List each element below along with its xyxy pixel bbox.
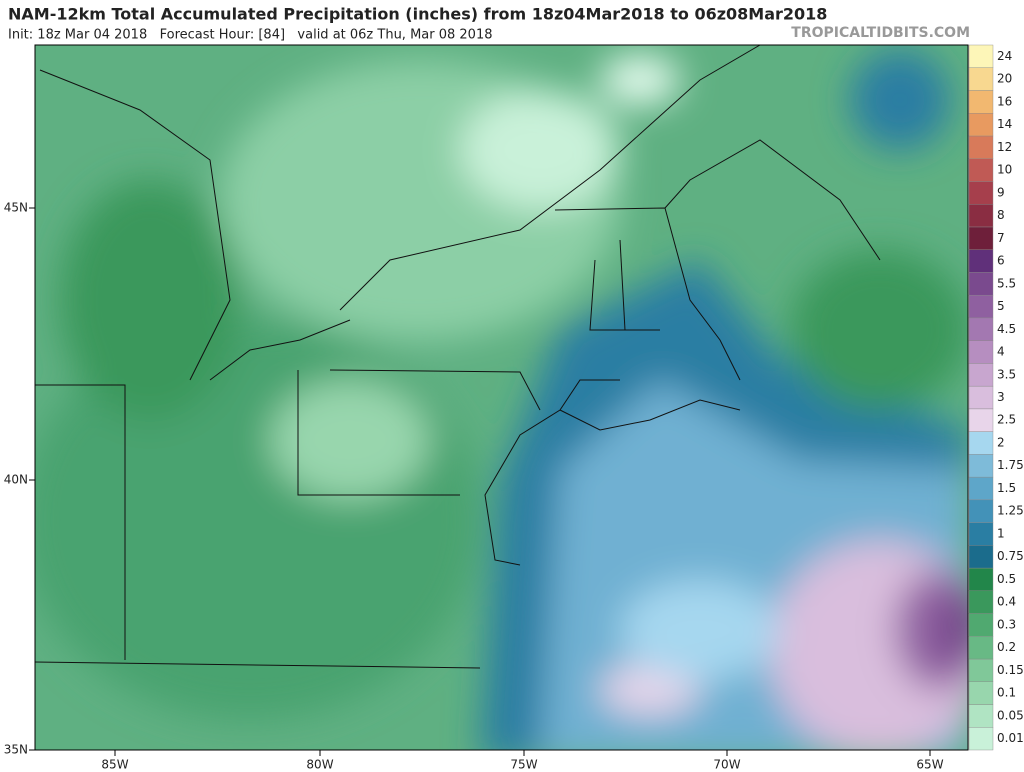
colorbar-swatch bbox=[968, 317, 994, 341]
colorbar-label: 16 bbox=[997, 94, 1012, 108]
colorbar-label: 0.3 bbox=[997, 617, 1016, 631]
colorbar-label: 0.75 bbox=[997, 549, 1024, 563]
colorbar-swatch bbox=[968, 113, 994, 137]
colorbar-swatch bbox=[968, 249, 994, 273]
lon-label: 65W bbox=[916, 758, 943, 772]
brand: TROPICALTIDBITS.COM bbox=[791, 25, 970, 41]
colorbar-label: 0.1 bbox=[997, 686, 1016, 700]
lat-label: 35N bbox=[4, 743, 28, 757]
lon-label: 80W bbox=[306, 758, 333, 772]
colorbar-swatch bbox=[968, 44, 994, 68]
colorbar-label: 3.5 bbox=[997, 367, 1016, 381]
colorbar-label: 24 bbox=[997, 49, 1012, 63]
colorbar-swatch bbox=[968, 203, 994, 228]
colorbar-label: 0.01 bbox=[997, 731, 1024, 745]
colorbar-label: 0.05 bbox=[997, 708, 1024, 722]
colorbar-swatch bbox=[968, 158, 994, 182]
lon-label: 85W bbox=[101, 758, 128, 772]
colorbar-swatch bbox=[968, 636, 994, 660]
colorbar-label: 1.5 bbox=[997, 481, 1016, 495]
colorbar-swatch bbox=[968, 704, 994, 728]
colorbar-swatch bbox=[968, 67, 994, 91]
colorbar-swatch bbox=[968, 476, 994, 501]
colorbar-label: 10 bbox=[997, 163, 1012, 177]
lon-label: 75W bbox=[510, 758, 537, 772]
colorbar-label: 8 bbox=[997, 208, 1005, 222]
map-frame bbox=[34, 44, 969, 751]
axis-labels: 85W 80W 75W 70W 65W 45N 40N 35N bbox=[4, 201, 944, 772]
colorbar-label: 3 bbox=[997, 390, 1005, 404]
lat-label: 45N bbox=[4, 201, 28, 215]
colorbar-label: 4.5 bbox=[997, 322, 1016, 336]
lat-label: 40N bbox=[4, 473, 28, 487]
colorbar-swatch bbox=[968, 658, 994, 682]
colorbar-swatch bbox=[968, 363, 994, 387]
colorbar-swatch bbox=[968, 590, 994, 614]
colorbar-swatch bbox=[968, 385, 994, 410]
colorbar-label: 2 bbox=[997, 435, 1005, 449]
colorbar-label: 4 bbox=[997, 345, 1005, 359]
colorbar-swatch bbox=[968, 499, 994, 523]
colorbar-label: 0.2 bbox=[997, 640, 1016, 654]
colorbar-swatch bbox=[968, 90, 994, 114]
colorbar-label: 5.5 bbox=[997, 276, 1016, 290]
colorbar-swatch bbox=[968, 135, 994, 159]
colorbar-label: 14 bbox=[997, 117, 1012, 131]
colorbar-label: 1 bbox=[997, 526, 1005, 540]
subtitle: Init: 18z Mar 04 2018 Forecast Hour: [84… bbox=[8, 28, 493, 43]
colorbar-label: 2.5 bbox=[997, 413, 1016, 427]
colorbar-label: 1.25 bbox=[997, 504, 1024, 518]
colorbar-label: 7 bbox=[997, 231, 1005, 245]
colorbar-swatch bbox=[968, 454, 994, 478]
colorbar-swatch bbox=[968, 294, 994, 319]
colorbar-label: 5 bbox=[997, 299, 1005, 313]
colorbar-swatch bbox=[968, 340, 994, 364]
colorbar-swatch bbox=[968, 522, 994, 546]
colorbar-label: 12 bbox=[997, 140, 1012, 154]
colorbar-label: 6 bbox=[997, 254, 1005, 268]
colorbar-swatch bbox=[968, 272, 994, 296]
colorbar-swatch bbox=[968, 681, 994, 705]
colorbar-label: 0.15 bbox=[997, 663, 1024, 677]
title: NAM-12km Total Accumulated Precipitation… bbox=[8, 5, 827, 24]
lon-label: 70W bbox=[713, 758, 740, 772]
colorbar-label: 0.4 bbox=[997, 595, 1016, 609]
colorbar-swatch bbox=[968, 545, 994, 569]
colorbar-swatch bbox=[968, 181, 994, 205]
colorbar-swatch bbox=[968, 408, 994, 432]
colorbar-swatch bbox=[968, 226, 994, 250]
colorbar-label: 20 bbox=[997, 72, 1012, 86]
colorbar-swatch bbox=[968, 567, 994, 592]
colorbar-label: 1.75 bbox=[997, 458, 1024, 472]
colorbar-swatch bbox=[968, 431, 994, 455]
colorbar-swatch bbox=[968, 613, 994, 637]
precip-field bbox=[35, 45, 968, 750]
colorbar-label: 9 bbox=[997, 185, 1005, 199]
colorbar-swatch bbox=[968, 727, 994, 751]
colorbar: 0.01 0.05 0.1 0.15 0.2 0.3 0.4 0.5 0.75 1 1.25 1.5 1… bbox=[968, 44, 1024, 751]
colorbar-label: 0.5 bbox=[997, 572, 1016, 586]
